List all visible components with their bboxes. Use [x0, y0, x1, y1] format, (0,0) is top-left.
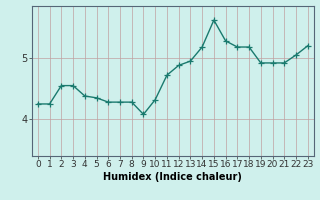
X-axis label: Humidex (Indice chaleur): Humidex (Indice chaleur) — [103, 172, 242, 182]
